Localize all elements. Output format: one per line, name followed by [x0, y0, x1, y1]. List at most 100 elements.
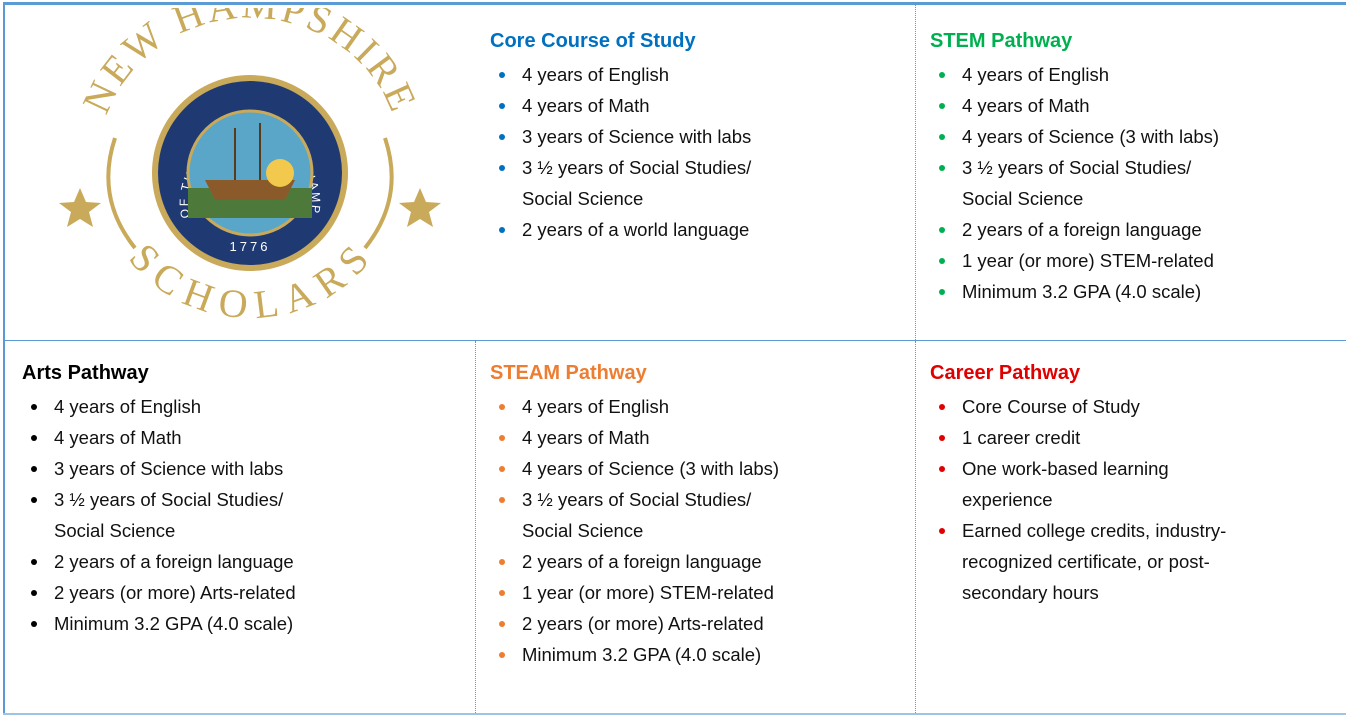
bottom-border: [3, 713, 1346, 715]
requirement-item: 4 years of Math: [22, 422, 296, 453]
pathway-cell: Core Course of Study 4 years of English 4 …: [490, 30, 751, 245]
requirement-item: 4 years of Science (3 with labs): [490, 453, 779, 484]
item-text: 4 years of English: [962, 64, 1110, 85]
seal-year: 1776: [230, 239, 271, 254]
requirement-item: 4 years of English: [930, 59, 1219, 90]
bullet: [939, 528, 945, 534]
requirement-item: 4 years of Math: [930, 90, 1219, 121]
item-line: One work-based learning: [962, 458, 1169, 479]
left-border: [3, 2, 5, 714]
bullet: [939, 103, 945, 109]
bullet: [499, 466, 505, 472]
bullet: [499, 652, 505, 658]
bullet: [499, 72, 505, 78]
requirement-list: 4 years of English 4 years of Math 3 years…: [490, 59, 751, 245]
bullet: [499, 165, 505, 171]
item-text: 2 years of a foreign language: [962, 219, 1202, 240]
bullet: [31, 621, 37, 627]
item-line: 3 ½ years of Social Studies/: [522, 157, 752, 178]
item-line: Social Science: [54, 520, 176, 541]
col-divider: [915, 5, 916, 340]
pathway-title: Arts Pathway: [22, 362, 149, 384]
requirement-item: 4 years of Math: [490, 422, 779, 453]
requirement-list: 4 years of English 4 years of Math 4 years…: [930, 59, 1219, 307]
bullet: [31, 497, 37, 503]
requirement-item: Earned college credits, industry-recogni…: [930, 515, 1226, 608]
requirement-item: 2 years of a world language: [490, 214, 751, 245]
bullet: [31, 435, 37, 441]
seal-sun: [266, 159, 294, 187]
requirement-item: 4 years of Science (3 with labs): [930, 121, 1219, 152]
requirement-item: Minimum 3.2 GPA (4.0 scale): [490, 639, 779, 670]
item-line: experience: [962, 489, 1053, 510]
item-text: 3 years of Science with labs: [54, 458, 284, 479]
item-line: Social Science: [522, 520, 644, 541]
pathway-title: STEM Pathway: [930, 30, 1073, 52]
requirement-item: 3 years of Science with labs: [22, 453, 296, 484]
requirement-list: 4 years of English 4 years of Math 4 years…: [490, 391, 779, 670]
bullet: [31, 559, 37, 565]
seal-ship: [205, 180, 295, 200]
pathway-cell: STEM Pathway 4 years of English 4 years of…: [930, 30, 1219, 307]
bullet: [499, 435, 505, 441]
pathway-title: Career Pathway: [930, 362, 1081, 384]
bullet: [939, 72, 945, 78]
requirement-item: 1 career credit: [930, 422, 1226, 453]
item-line: Social Science: [522, 188, 644, 209]
requirement-item: 3 ½ years of Social Studies/Social Scien…: [490, 152, 751, 214]
logo: NEW HAMPSHIRE SCHOLARS SEAL OF THE STATE…: [5, 8, 441, 328]
requirement-item: Minimum 3.2 GPA (4.0 scale): [930, 276, 1219, 307]
item-text: 3 years of Science with labs: [522, 126, 752, 147]
top-border: [3, 2, 1346, 5]
item-text: Minimum 3.2 GPA (4.0 scale): [522, 644, 762, 665]
requirement-item: 1 year (or more) STEM-related: [930, 245, 1219, 276]
pathway-cell: Arts Pathway 4 years of English 4 years of…: [22, 362, 296, 639]
item-text: 4 years of Math: [54, 427, 182, 448]
bullet: [499, 621, 505, 627]
item-text: 4 years of English: [54, 396, 202, 417]
bullet: [499, 497, 505, 503]
requirement-item: 2 years of a foreign language: [490, 546, 779, 577]
bullet: [499, 103, 505, 109]
requirement-item: 4 years of English: [490, 391, 779, 422]
requirement-item: Core Course of Study: [930, 391, 1226, 422]
bullet: [939, 435, 945, 441]
item-text: 2 years (or more) Arts-related: [54, 582, 296, 603]
requirement-item: 2 years of a foreign language: [930, 214, 1219, 245]
item-line: secondary hours: [962, 582, 1099, 603]
item-text: 1 career credit: [962, 427, 1081, 448]
bullet: [499, 590, 505, 596]
item-text: 4 years of English: [522, 396, 670, 417]
row-divider: [3, 340, 1346, 341]
requirement-item: 4 years of English: [22, 391, 296, 422]
item-line: 3 ½ years of Social Studies/: [962, 157, 1192, 178]
requirement-item: 4 years of English: [490, 59, 751, 90]
bullet: [499, 134, 505, 140]
bullet: [31, 404, 37, 410]
bullet: [499, 559, 505, 565]
bullet: [939, 165, 945, 171]
pathway-cell: Career Pathway Core Course of Study 1 care…: [930, 362, 1226, 608]
requirement-item: One work-based learning experience: [930, 453, 1226, 515]
bullet: [31, 466, 37, 472]
requirement-item: 2 years (or more) Arts-related: [490, 608, 779, 639]
bullet: [939, 289, 945, 295]
bullet: [939, 404, 945, 410]
item-text: 4 years of Science (3 with labs): [522, 458, 780, 479]
requirement-list: Core Course of Study 1 career credit One w…: [930, 391, 1226, 608]
requirement-item: 3 years of Science with labs: [490, 121, 751, 152]
requirement-item: 4 years of Math: [490, 90, 751, 121]
col-divider: [915, 341, 916, 713]
item-text: 1 year (or more) STEM-related: [962, 250, 1214, 271]
requirement-item: Minimum 3.2 GPA (4.0 scale): [22, 608, 296, 639]
requirement-list: 4 years of English 4 years of Math 3 years…: [22, 391, 296, 639]
item-line: 3 ½ years of Social Studies/: [54, 489, 284, 510]
item-text: 4 years of Math: [522, 95, 650, 116]
item-line: Social Science: [962, 188, 1084, 209]
item-text: 2 years of a foreign language: [522, 551, 762, 572]
item-text: Core Course of Study: [962, 396, 1140, 417]
bullet: [499, 227, 505, 233]
item-line: Earned college credits, industry-: [962, 520, 1227, 541]
item-text: Minimum 3.2 GPA (4.0 scale): [962, 281, 1202, 302]
